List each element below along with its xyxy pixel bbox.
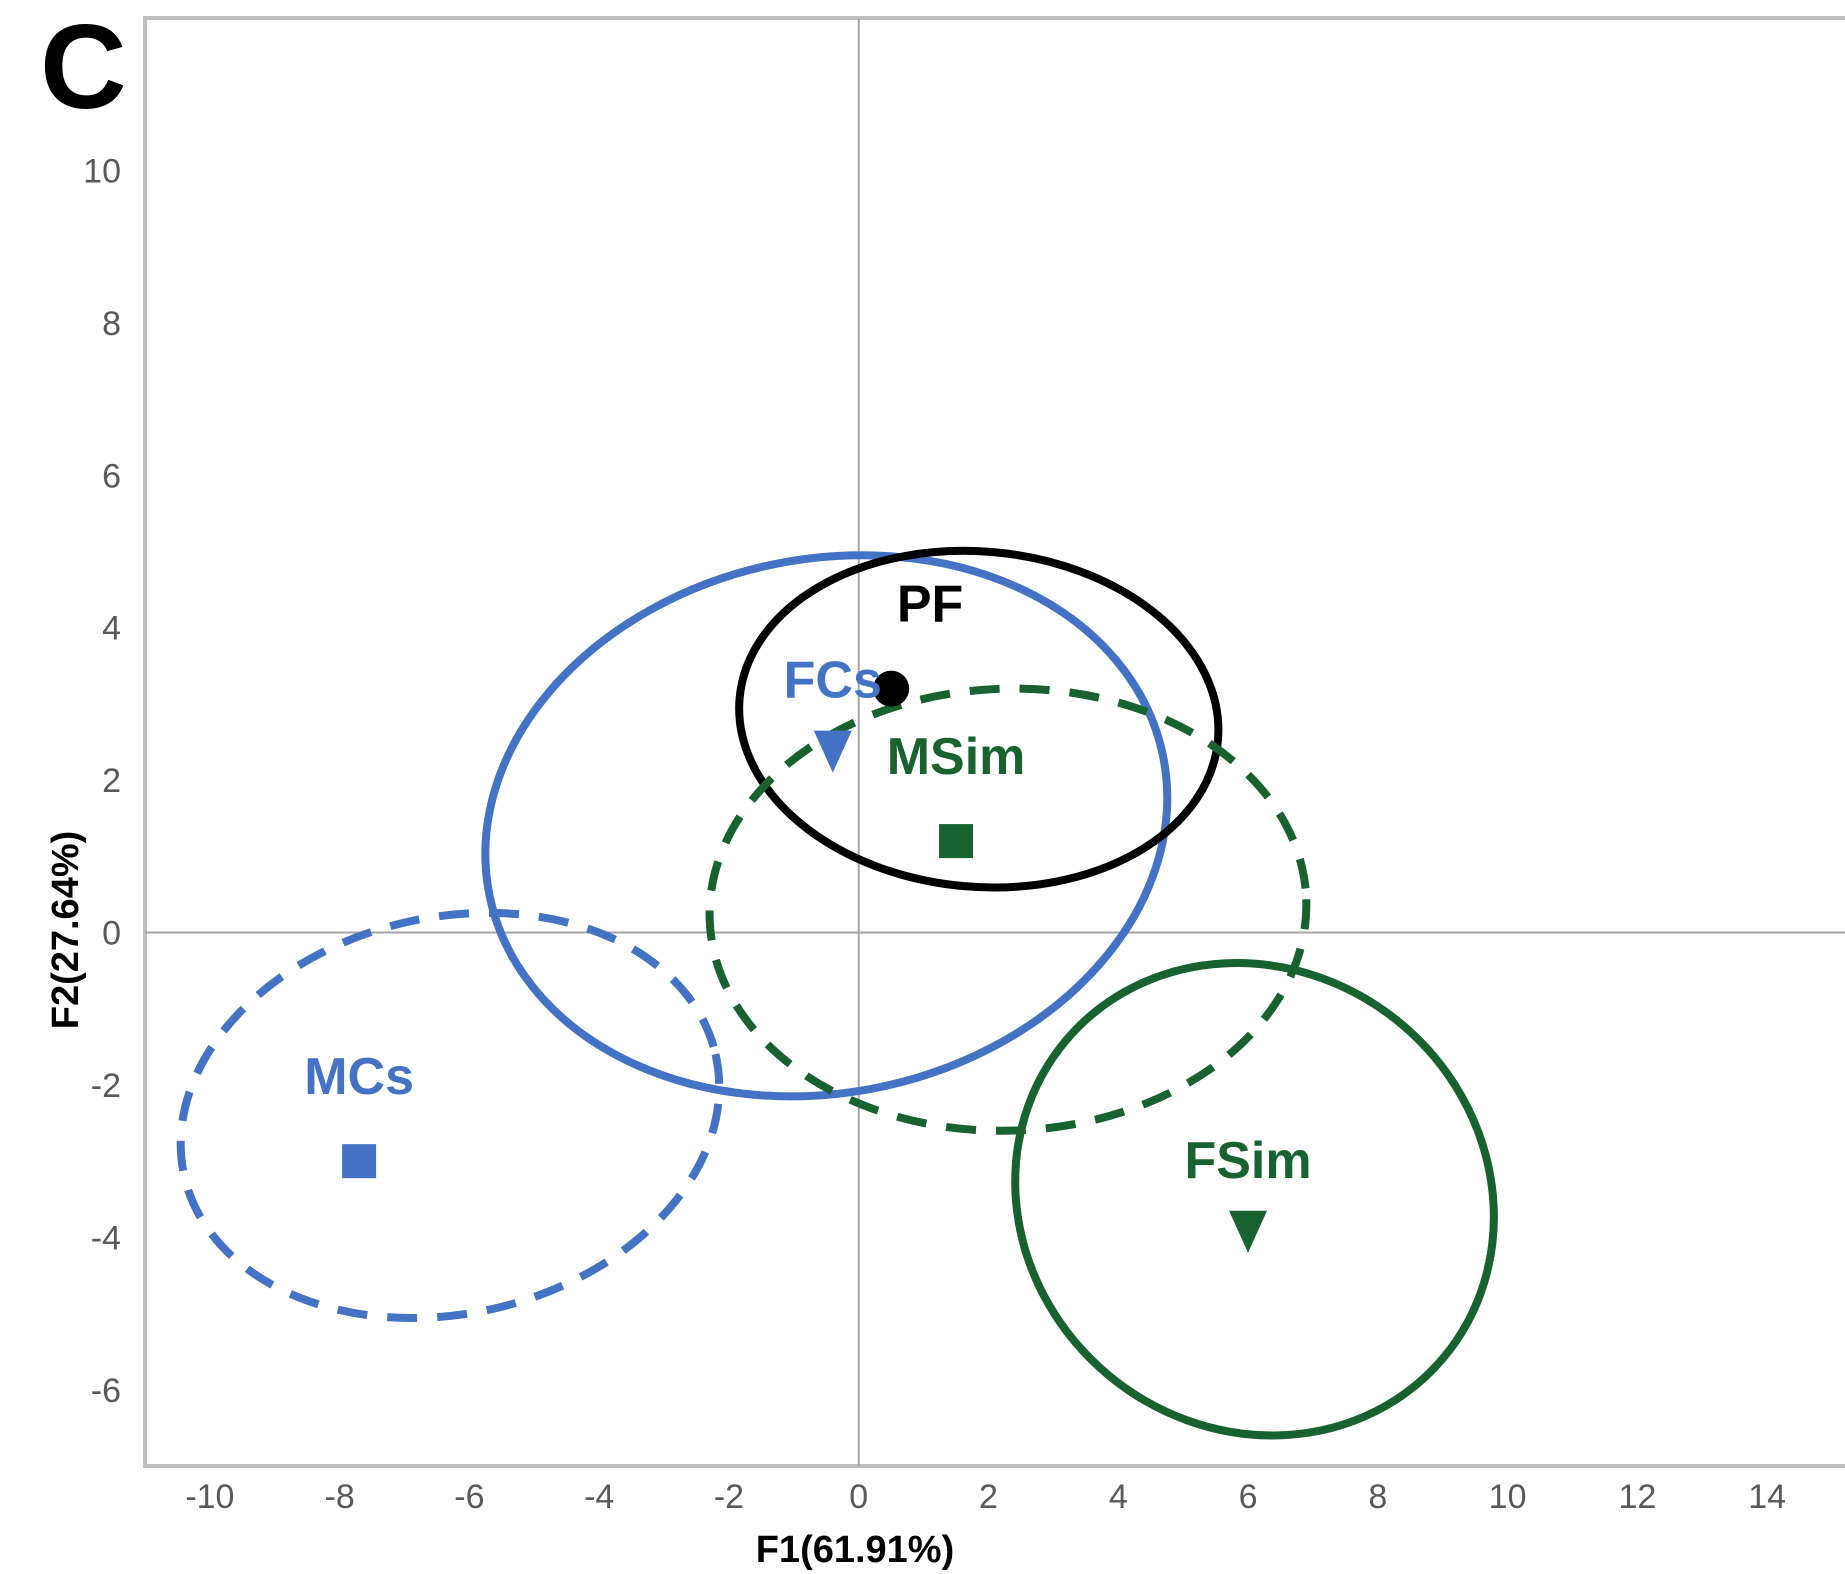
ellipse-mcs <box>176 908 724 1322</box>
point-fsim <box>1229 1210 1268 1253</box>
y-tick-label: -2 <box>91 1067 121 1105</box>
y-tick-label: 6 <box>102 457 121 495</box>
x-tick-label: 6 <box>1239 1478 1258 1516</box>
y-tick-labels: -6 -4 -2 0 2 4 6 8 10 <box>83 152 121 1409</box>
ellipse-pf <box>735 546 1223 892</box>
point-msim <box>939 824 974 859</box>
x-tick-label: 10 <box>1489 1478 1527 1516</box>
x-tick-label: 0 <box>849 1478 868 1516</box>
x-tick-label: -8 <box>325 1478 355 1516</box>
y-tick-label: 10 <box>83 152 121 190</box>
x-tick-label: 4 <box>1109 1478 1128 1516</box>
confidence-ellipses <box>176 546 1498 1440</box>
y-tick-label: 0 <box>102 915 121 953</box>
y-tick-label: 8 <box>102 305 121 343</box>
x-tick-labels: -10 -8 -6 -4 -2 0 2 4 6 8 10 12 14 <box>185 1478 1786 1516</box>
y-tick-label: 2 <box>102 762 121 800</box>
x-tick-label: -10 <box>185 1478 234 1516</box>
label-pf: PF <box>897 575 963 633</box>
x-tick-label: -2 <box>714 1478 744 1516</box>
ellipse-msim <box>705 684 1311 1135</box>
point-pf <box>873 670 910 707</box>
x-tick-label: 8 <box>1368 1478 1387 1516</box>
x-axis-title: F1(61.91%) <box>756 1529 955 1571</box>
x-tick-label: 12 <box>1618 1478 1656 1516</box>
label-mcs: MCs <box>304 1048 414 1106</box>
x-tick-label: 14 <box>1748 1478 1786 1516</box>
label-msim: MSim <box>887 728 1026 786</box>
x-tick-label: 2 <box>979 1478 998 1516</box>
y-tick-label: -6 <box>91 1372 121 1410</box>
y-tick-label: 4 <box>102 610 121 648</box>
ellipse-fcs <box>481 551 1172 1101</box>
zero-lines <box>145 18 1845 1466</box>
plot-frame <box>143 16 1845 1468</box>
label-fsim: FSim <box>1184 1132 1311 1190</box>
x-tick-label: -6 <box>454 1478 484 1516</box>
y-tick-label: -4 <box>91 1219 121 1257</box>
data-points <box>342 670 1268 1253</box>
ellipse-fsim <box>1011 959 1498 1440</box>
point-mcs <box>342 1144 377 1179</box>
x-tick-label: -4 <box>584 1478 614 1516</box>
point-fcs <box>813 730 852 773</box>
y-axis-title: F2(27.64%) <box>45 831 87 1030</box>
label-fcs: FCs <box>784 652 882 710</box>
panel-label: C <box>40 0 127 134</box>
